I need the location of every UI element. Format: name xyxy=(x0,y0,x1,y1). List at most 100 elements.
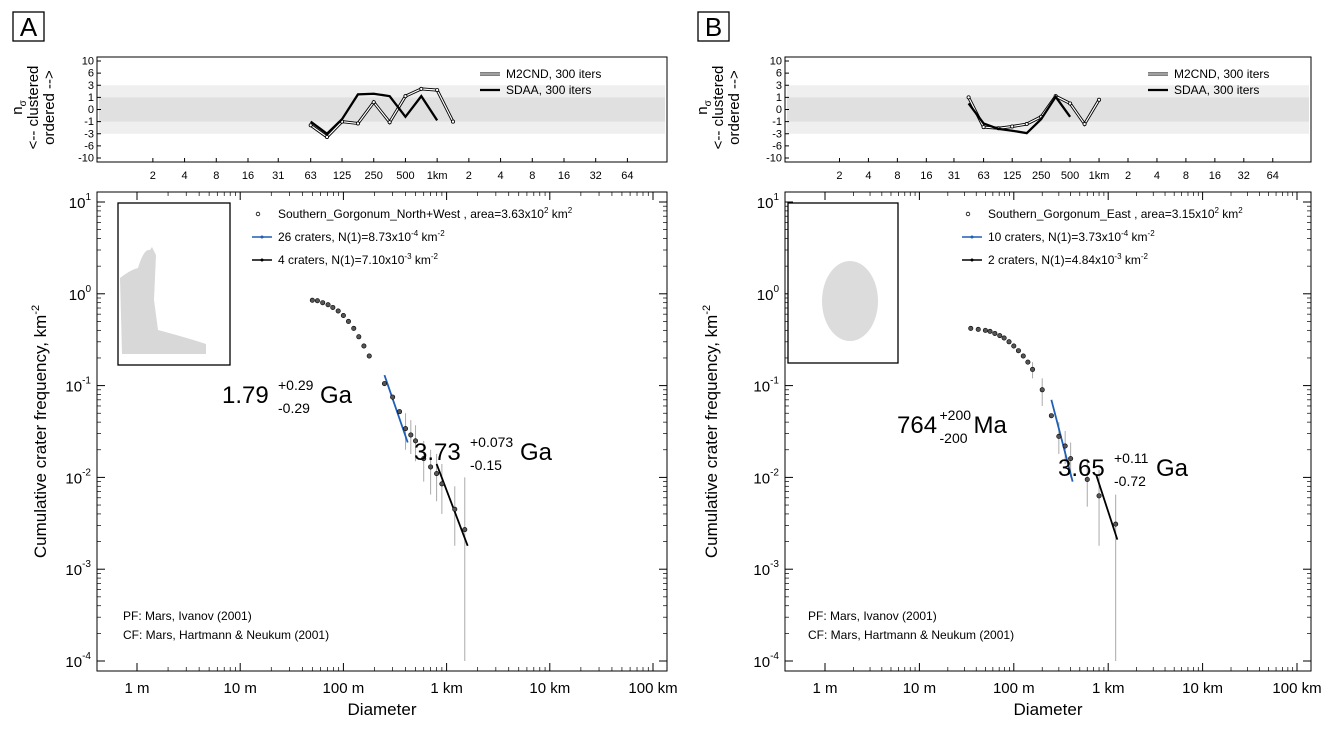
randomness-x-tick-label: 250 xyxy=(1032,170,1050,182)
series-m2cnd-point xyxy=(451,119,456,124)
randomness-y-tick-label: -10 xyxy=(766,153,782,165)
x-axis-title: Diameter xyxy=(1014,700,1083,719)
data-point xyxy=(1039,387,1045,393)
data-point xyxy=(340,313,346,319)
y-tick-label: 10-2 xyxy=(753,467,779,487)
y-tick-label: 10-1 xyxy=(65,376,91,396)
x-axis-title: Diameter xyxy=(348,700,417,719)
data-point xyxy=(439,481,445,487)
randomness-ylabel-ordered: ordered --> xyxy=(41,70,58,145)
csfd-frame xyxy=(784,191,1312,672)
randomness-y-tick-label: 10 xyxy=(82,56,94,68)
age-label-minus: -0.72 xyxy=(1114,473,1146,489)
legend-sdaa-label: SDAA, 300 iters xyxy=(506,83,591,97)
data-point xyxy=(403,426,409,432)
series-m2cnd-inner xyxy=(310,88,454,138)
randomness-ylabel-n: nσ xyxy=(9,99,29,114)
randomness-y-tick-label: 3 xyxy=(776,80,782,92)
panel-label-box xyxy=(12,11,45,42)
randomness-x-tick-label: 32 xyxy=(590,170,602,182)
randomness-x-tick-label: 2 xyxy=(836,170,842,182)
age-label-unit: Ga xyxy=(520,439,553,466)
data-point xyxy=(421,456,427,462)
randomness-y-tick-label: 1 xyxy=(88,92,94,104)
data-point xyxy=(992,330,998,336)
y-axis-title: Cumulative crater frequency, km-2 xyxy=(30,305,50,558)
randomness-x-tick-label: 1km xyxy=(1089,170,1110,182)
y-tick-label: 10-3 xyxy=(753,559,779,579)
randomness-ylabel-n: nσ xyxy=(694,99,714,114)
randomness-x-tick-label: 32 xyxy=(1238,170,1250,182)
y-axis-title: Cumulative crater frequency, km-2 xyxy=(701,305,721,558)
randomness-x-tick-label: 250 xyxy=(365,170,383,182)
series-m2cnd-point xyxy=(324,134,329,139)
data-point xyxy=(1015,348,1021,354)
randomness-x-tick-label: 4 xyxy=(182,170,188,182)
series-m2cnd-inner xyxy=(968,95,1100,129)
x-tick-label: 10 m xyxy=(903,680,936,697)
series-m2cnd-point xyxy=(387,120,392,125)
randomness-y-tick-label: 3 xyxy=(88,80,94,92)
data-point xyxy=(397,409,403,415)
randomness-y-tick-label: -10 xyxy=(78,153,94,165)
x-tick-label: 10 km xyxy=(1182,680,1223,697)
csfd-plot: 101 100 10-1 10-2 10-3 10-4 1 m 10 m 100 m 1 km 10… xyxy=(30,191,678,719)
randomness-y-tick-label: 0 xyxy=(776,104,782,116)
age-label-unit: Ga xyxy=(1156,455,1189,482)
legend-data-marker xyxy=(965,211,971,217)
y-tick-label: 10-2 xyxy=(65,467,91,487)
data-point xyxy=(1062,443,1068,449)
age-label-minus: -0.29 xyxy=(278,400,310,416)
series-m2cnd-point xyxy=(1097,97,1102,102)
randomness-x-tick-label: 16 xyxy=(558,170,570,182)
footer-line: PF: Mars, Ivanov (2001) xyxy=(808,609,937,623)
y-tick-label: 10-1 xyxy=(753,376,779,396)
randomness-y-tick-label: -6 xyxy=(772,140,782,152)
data-point xyxy=(968,325,974,331)
series-m2cnd-point xyxy=(966,95,971,100)
randomness-x-tick-label: 125 xyxy=(333,170,351,182)
randomness-y-tick-label: 6 xyxy=(88,68,94,80)
data-point xyxy=(975,326,981,332)
data-point xyxy=(335,308,341,314)
age-label-minus: -0.15 xyxy=(470,457,502,473)
csfd-frame xyxy=(96,191,668,672)
data-point xyxy=(1068,456,1074,462)
randomness-x-tick-label: 8 xyxy=(1183,170,1189,182)
randomness-x-tick-label: 63 xyxy=(305,170,317,182)
data-point xyxy=(325,302,331,308)
randomness-y-tick-label: -1 xyxy=(84,116,94,128)
randomness-x-tick-label: 8 xyxy=(529,170,535,182)
legend-entry: 10 craters, N(1)=3.73x10-4 km-2 xyxy=(988,229,1155,244)
data-point xyxy=(413,438,419,444)
randomness-x-tick-label: 63 xyxy=(977,170,989,182)
data-point xyxy=(309,297,315,303)
randomness-y-tick-label: 0 xyxy=(88,104,94,116)
randomness-y-tick-label: -6 xyxy=(84,140,94,152)
randomness-x-tick-label: 2 xyxy=(1125,170,1131,182)
x-tick-label: 100 m xyxy=(993,680,1035,697)
randomness-y-tick-label: 6 xyxy=(776,68,782,80)
legend-fit-dot xyxy=(970,235,974,239)
data-point xyxy=(1084,476,1090,482)
randomness-x-tick-label: 500 xyxy=(396,170,414,182)
series-m2cnd-point xyxy=(419,86,424,91)
data-point xyxy=(381,381,387,387)
series-m2cnd-point xyxy=(371,100,376,105)
x-tick-label: 1 km xyxy=(1092,680,1125,697)
legend-m2cnd-label: M2CND, 300 iters xyxy=(1174,67,1269,81)
data-point xyxy=(345,318,351,324)
inset-region xyxy=(822,261,878,341)
randomness-y-tick-label: 10 xyxy=(770,56,782,68)
data-point xyxy=(452,506,458,512)
age-label-value: 3.65 xyxy=(1058,455,1105,482)
series-sdaa-line xyxy=(967,94,1072,135)
legend-entry: 4 craters, N(1)=7.10x10-3 km-2 xyxy=(278,252,439,267)
data-point xyxy=(997,333,1003,339)
footer-line: PF: Mars, Ivanov (2001) xyxy=(123,609,252,623)
series-m2cnd-point xyxy=(1068,101,1073,106)
data-point xyxy=(1030,366,1036,372)
randomness-x-tick-label: 500 xyxy=(1061,170,1079,182)
